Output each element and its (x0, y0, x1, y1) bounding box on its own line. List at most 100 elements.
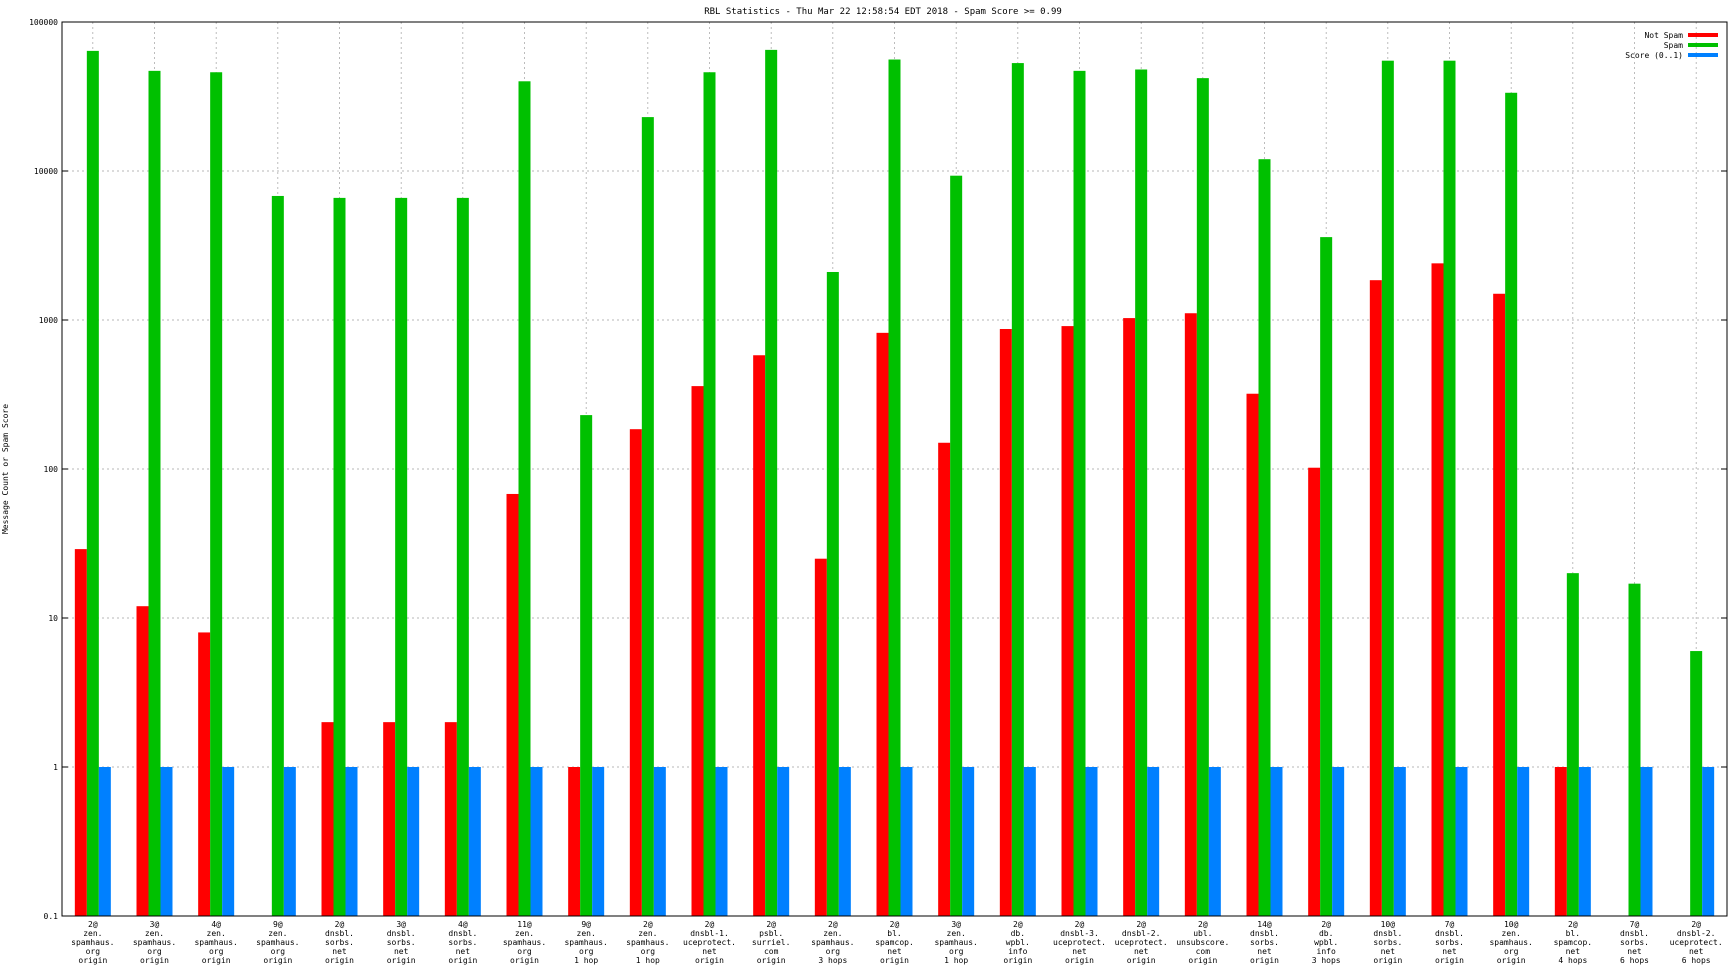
x-category-line: 2@ (705, 920, 715, 929)
x-category-line: dnsbl. (325, 929, 354, 938)
x-category-line: 2@ (1568, 920, 1578, 929)
x-category-line: sorbs. (387, 938, 416, 947)
x-category-line: info (1008, 947, 1027, 956)
x-category-line: org (209, 947, 224, 956)
x-category-line: org (579, 947, 594, 956)
x-category-line: 14@ (1257, 920, 1272, 929)
x-category-line: 2@ (1075, 920, 1085, 929)
x-category-label: 2@ dnsbl-1. uceprotect. net origin (683, 920, 736, 965)
x-category-line: net (1442, 947, 1457, 956)
x-category-line: bl. (887, 929, 901, 938)
x-category-line: unsubscore. (1176, 938, 1229, 947)
x-category-line: 2@ (1691, 920, 1701, 929)
bar-score-0-1 (1455, 767, 1468, 916)
x-category-line: dnsbl. (448, 929, 477, 938)
bar-spam (826, 271, 839, 916)
x-category-line: spamhaus. (934, 938, 977, 947)
x-category-label: 7@ dnsbl. sorbs. net 6 hops (1620, 920, 1649, 965)
x-category-line: origin (1003, 956, 1032, 965)
x-category-line: net (1257, 947, 1272, 956)
y-tick-label: 1 (53, 763, 58, 772)
x-category-line: net (332, 947, 347, 956)
bar-score-0-1 (1702, 767, 1715, 916)
x-category-line: origin (1435, 956, 1464, 965)
x-category-line: psbl. (759, 929, 783, 938)
x-category-line: dnsbl. (1373, 929, 1402, 938)
x-category-line: zen. (823, 929, 842, 938)
bar-spam (210, 72, 223, 916)
bar-spam (1135, 69, 1148, 916)
bar-score-0-1 (1517, 767, 1530, 916)
y-tick-label: 100 (44, 465, 59, 474)
bar-spam (1381, 60, 1394, 916)
x-category-line: 6 hops (1682, 956, 1711, 965)
x-category-line: net (887, 947, 902, 956)
bar-not-spam (321, 722, 334, 916)
x-category-line: org (517, 947, 532, 956)
x-category-line: net (1689, 947, 1704, 956)
bar-spam (1011, 63, 1024, 917)
bar-not-spam (1061, 326, 1074, 916)
x-category-line: org (641, 947, 656, 956)
x-category-line: uceprotect. (683, 938, 736, 947)
x-category-line: origin (880, 956, 909, 965)
bar-score-0-1 (283, 767, 296, 916)
x-category-line: surriel. (752, 938, 791, 947)
x-category-line: net (1566, 947, 1581, 956)
x-category-label: 2@ dnsbl-2. uceprotect. net origin (1115, 920, 1168, 965)
bar-score-0-1 (160, 767, 173, 916)
y-tick-label: 10 (48, 614, 58, 623)
x-category-line: 2@ (88, 920, 98, 929)
x-category-line: dnsbl. (387, 929, 416, 938)
x-category-line: net (1627, 947, 1642, 956)
x-category-line: spamhaus. (564, 938, 607, 947)
bar-score-0-1 (1640, 767, 1653, 916)
x-category-line: spamhaus. (811, 938, 854, 947)
x-category-label: 3@ zen. spamhaus. org 1 hop (934, 920, 977, 965)
x-category-line: origin (1497, 956, 1526, 965)
x-category-line: 3 hops (1312, 956, 1341, 965)
bar-not-spam (814, 558, 827, 916)
bar-spam (333, 197, 346, 917)
bar-not-spam (629, 429, 642, 916)
x-category-line: 2@ (828, 920, 838, 929)
x-category-line: 9@ (581, 920, 591, 929)
x-category-line: origin (757, 956, 786, 965)
x-category-line: spamhaus. (133, 938, 176, 947)
bar-score-0-1 (1270, 767, 1283, 916)
x-category-line: dnsbl. (1620, 929, 1649, 938)
x-category-line: 2@ (643, 920, 653, 929)
x-category-label: 2@ psbl. surriel. com origin (752, 920, 791, 965)
x-category-label: 2@ zen. spamhaus. org 3 hops (811, 920, 854, 965)
bar-spam (765, 49, 778, 916)
x-category-line: 3@ (396, 920, 406, 929)
x-category-line: 4@ (458, 920, 468, 929)
bar-not-spam (753, 355, 766, 916)
x-category-line: info (1317, 947, 1336, 956)
x-category-line: 2@ (766, 920, 776, 929)
bar-not-spam (1431, 263, 1444, 916)
x-category-label: 3@ zen. spamhaus. org origin (133, 920, 176, 965)
x-category-label: 10@ dnsbl. sorbs. net origin (1373, 920, 1402, 965)
x-category-line: 6 hops (1620, 956, 1649, 965)
x-category-line: org (826, 947, 841, 956)
bar-score-0-1 (715, 767, 728, 916)
bar-not-spam (568, 767, 581, 916)
x-category-label: 9@ zen. spamhaus. org 1 hop (564, 920, 607, 965)
x-category-line: spamhaus. (1489, 938, 1532, 947)
bar-score-0-1 (592, 767, 605, 916)
x-category-line: uceprotect. (1115, 938, 1168, 947)
legend-swatch (1688, 43, 1718, 47)
x-category-line: dnsbl. (1435, 929, 1464, 938)
plot-frame (61, 21, 1728, 917)
x-category-line: origin (1373, 956, 1402, 965)
x-category-label: 2@ bl. spamcop. net 4 hops (1554, 920, 1593, 965)
y-axis-ticks: 0.1 1 10 100 1000 10000 100000 (29, 18, 58, 921)
bar-spam (395, 197, 408, 917)
y-tick-label: 1000 (39, 316, 58, 325)
bar-score-0-1 (345, 767, 358, 916)
x-category-label: 2@ dnsbl-2. uceprotect. net 6 hops (1670, 920, 1723, 965)
bar-not-spam (383, 722, 396, 916)
